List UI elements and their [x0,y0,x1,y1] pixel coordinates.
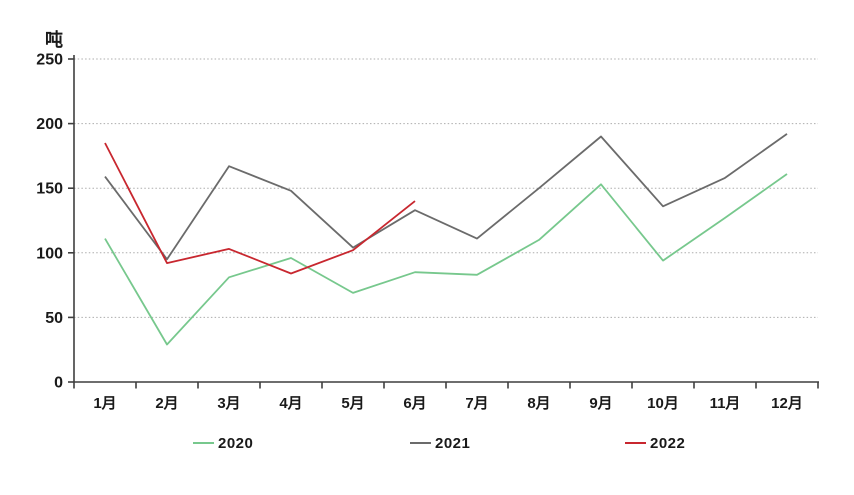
x-axis-tick-label: 11月 [710,395,741,412]
legend-label-2022: 2022 [650,434,686,452]
x-axis-tick-label: 3月 [217,395,240,412]
legend-swatch-2021 [410,442,431,444]
legend-item-2020: 2020 [193,433,253,453]
y-axis-tick-label: 150 [36,181,63,198]
y-axis-tick-label: 0 [54,375,63,392]
legend-item-2021: 2021 [410,433,470,453]
chart-canvas: 0 50 100 150 200 250 1月 2月 3月 4月 5月 6月 7月 8月 9月 10月 11月 1… [36,29,819,412]
x-axis-tick-label: 5月 [341,395,364,412]
legend-swatch-2020 [193,442,214,444]
chart-legend: 2020 2021 2022 [0,433,854,455]
x-axis-tick-label: 8月 [527,395,550,412]
x-axis-tick-label: 2月 [155,395,178,412]
y-axis-unit-label: 吨 [45,29,63,50]
legend-item-2022: 2022 [625,433,685,453]
legend-label-2020: 2020 [218,434,254,452]
x-axis-tick-label: 9月 [589,395,612,412]
series-line-2021 [104,133,788,261]
x-axis-tick-label: 10月 [647,395,679,412]
legend-label-2021: 2021 [435,434,471,452]
series-line-2022 [104,142,416,275]
y-axis-tick-label: 250 [36,52,63,69]
legend-swatch-2022 [625,442,646,444]
x-axis-tick-label: 6月 [403,395,426,412]
x-axis-tick-label: 12月 [771,395,803,412]
x-axis-tick-label: 4月 [279,395,302,412]
y-axis-tick-label: 50 [45,310,63,327]
x-axis-tick-label: 7月 [465,395,488,412]
series-line-2020 [104,173,788,346]
y-axis-tick-label: 200 [36,116,63,133]
x-axis-tick-label: 1月 [93,395,116,412]
y-axis-tick-label: 100 [36,245,63,262]
